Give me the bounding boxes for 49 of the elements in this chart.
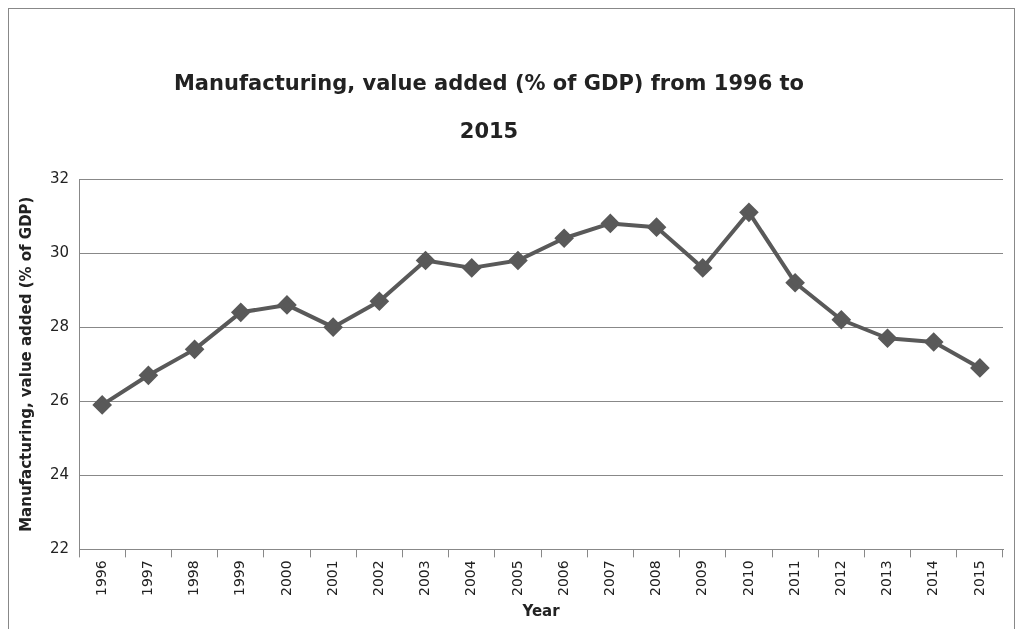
y-tick-label: 28 — [49, 317, 70, 336]
point — [462, 258, 481, 277]
x-tick-label: 2000 — [277, 560, 294, 597]
y-axis-title: Manufacturing, value added (% of GDP) — [16, 196, 35, 532]
x-tick-label: 1998 — [185, 560, 202, 597]
point — [786, 273, 805, 292]
x-tick-label: 2015 — [970, 560, 987, 597]
y-tick-label: 32 — [49, 168, 70, 187]
point — [231, 303, 250, 322]
point — [555, 229, 574, 248]
y-tick-label: 22 — [49, 539, 70, 558]
point — [416, 251, 435, 270]
x-tick-label: 2009 — [693, 560, 710, 597]
x-tick-label: 2007 — [600, 560, 617, 597]
x-tick-label: 2008 — [647, 560, 664, 597]
point — [647, 218, 666, 237]
point — [924, 332, 943, 351]
point — [324, 318, 343, 337]
x-axis-title: Year — [521, 601, 561, 620]
x-tick-label: 1999 — [231, 560, 248, 597]
chart-title: Manufacturing, value added (% of GDP) from 1996 to 2015 — [172, 70, 806, 145]
point — [508, 251, 527, 270]
x-tick-label: 2010 — [739, 560, 756, 597]
x-tick-label: 2013 — [878, 560, 895, 597]
x-tick-label: 2014 — [924, 560, 941, 597]
x-tick-label: 2012 — [831, 560, 848, 597]
point — [370, 292, 389, 311]
x-tick-label: 2006 — [554, 560, 571, 597]
point — [139, 366, 158, 385]
x-tick-label: 1996 — [92, 560, 109, 597]
y-tick-label: 30 — [49, 242, 70, 261]
point — [832, 310, 851, 329]
point — [739, 203, 758, 222]
point — [693, 258, 712, 277]
point — [601, 214, 620, 233]
y-tick-label: 24 — [49, 465, 70, 484]
x-tick-label: 2011 — [785, 560, 802, 597]
x-tick-label: 2003 — [416, 560, 433, 597]
x-tick-label: 2005 — [508, 560, 525, 597]
point — [970, 358, 989, 377]
point — [878, 329, 897, 348]
x-tick-label: 1997 — [139, 560, 156, 597]
x-tick-label: 2004 — [462, 560, 479, 597]
x-tick-label: 2001 — [323, 560, 340, 597]
y-tick-label: 26 — [49, 391, 70, 410]
point — [93, 395, 112, 414]
x-tick-label: 2002 — [370, 560, 386, 597]
point — [277, 295, 296, 314]
point — [185, 340, 204, 359]
